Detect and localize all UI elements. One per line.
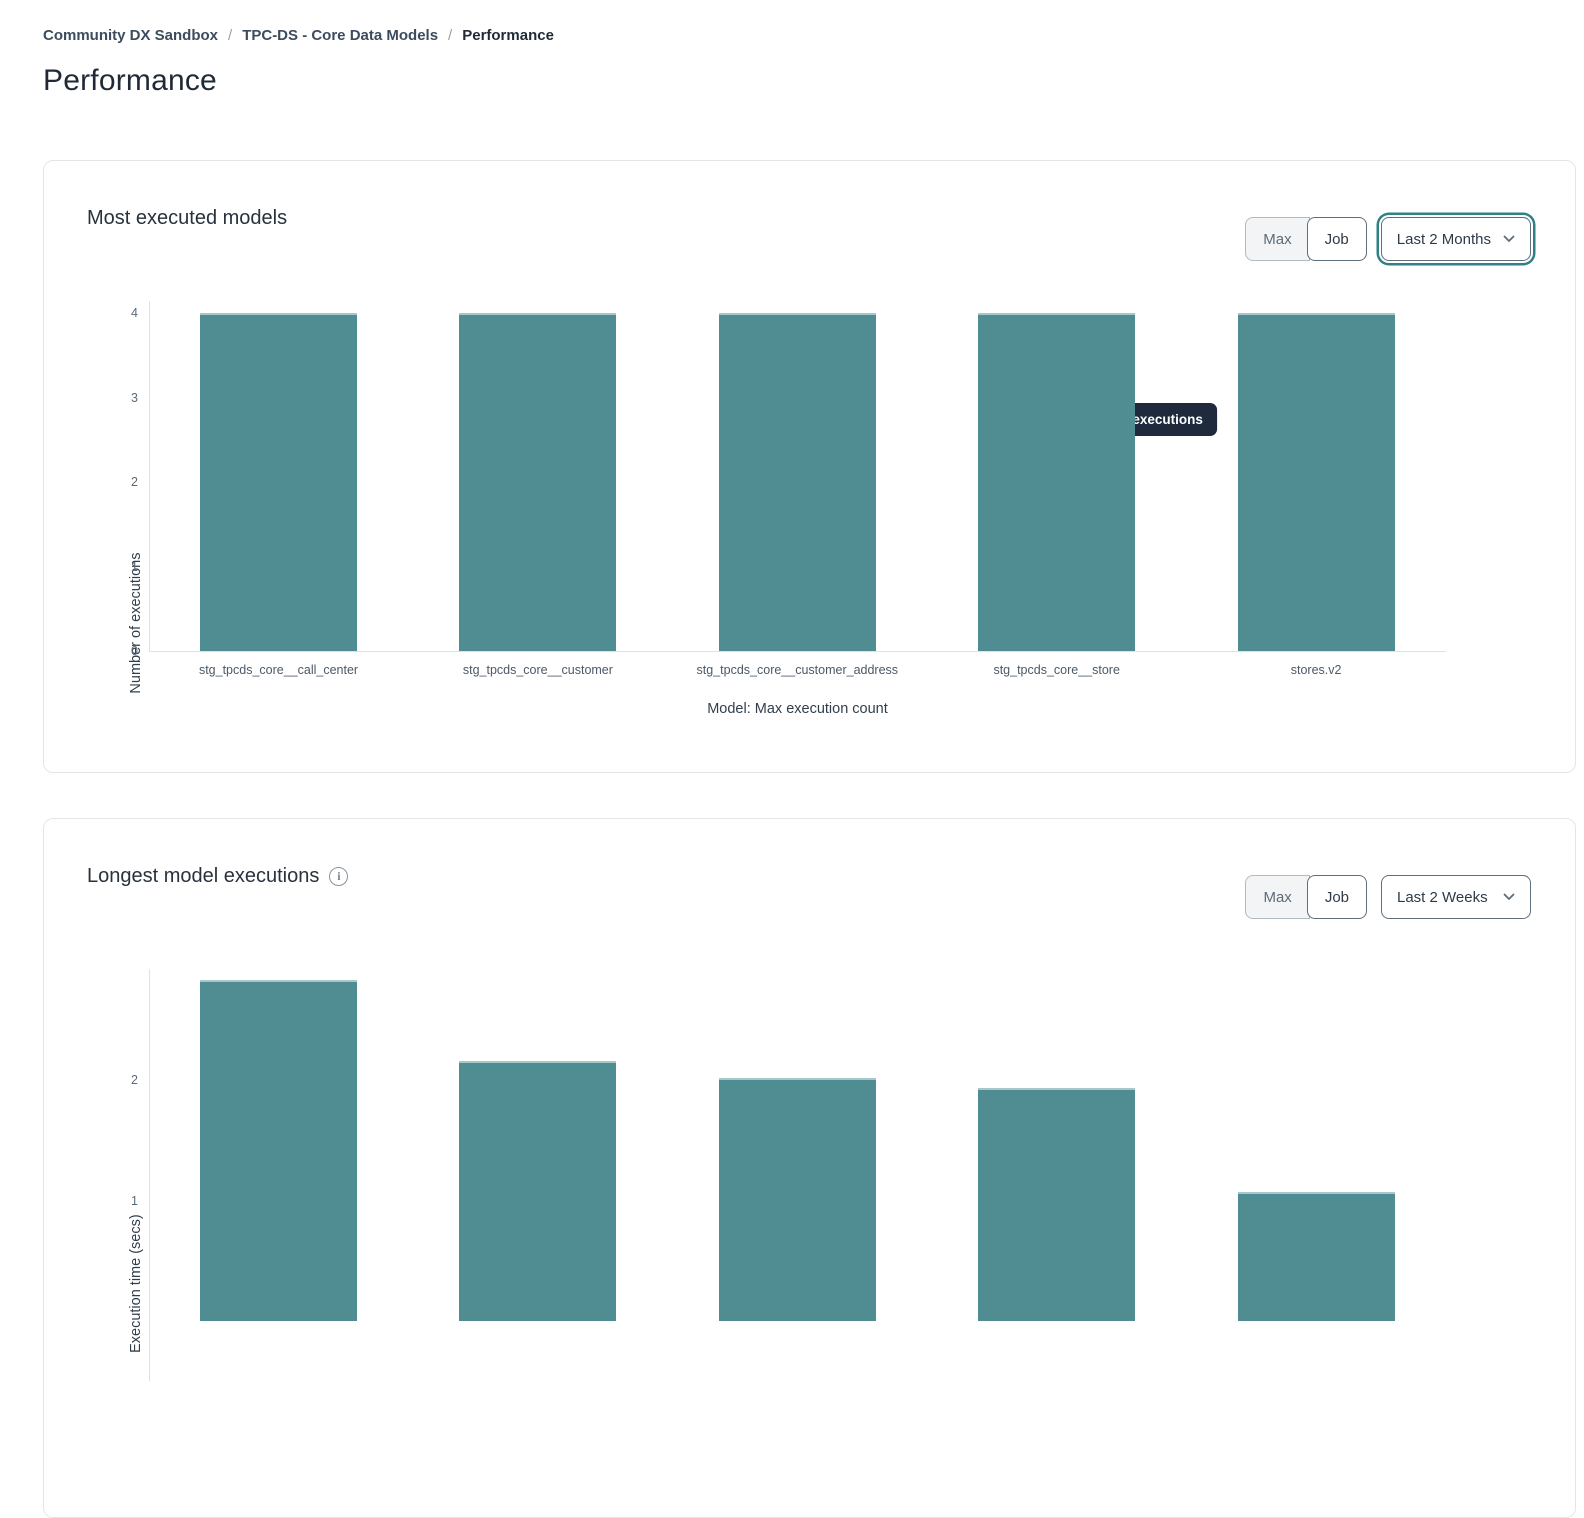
x-axis-tick: stg_tpcds_core__call_center xyxy=(198,663,359,677)
max-job-toggle: Max Job xyxy=(1245,875,1367,919)
most-executed-models-card: Most executed models Max Job Last 2 Mont… xyxy=(43,160,1576,773)
time-range-dropdown[interactable]: Last 2 Weeks xyxy=(1381,875,1531,919)
bar[interactable] xyxy=(200,980,357,1321)
toggle-job-button[interactable]: Job xyxy=(1306,875,1367,919)
y-axis-tick: 2 xyxy=(131,1073,138,1087)
x-axis-tick: stg_tpcds_core__customer xyxy=(462,663,613,677)
time-range-dropdown[interactable]: Last 2 Months xyxy=(1380,217,1531,261)
breadcrumb-separator: / xyxy=(448,27,453,44)
toggle-max-button[interactable]: Max xyxy=(1245,875,1310,919)
breadcrumb: Community DX Sandbox / TPC-DS - Core Dat… xyxy=(43,27,554,44)
bar[interactable] xyxy=(978,1088,1136,1321)
chevron-down-icon xyxy=(1503,235,1515,242)
page-title: Performance xyxy=(43,64,217,97)
x-axis-tick: stg_tpcds_core__customer_address xyxy=(696,663,899,677)
x-axis-tick: stores.v2 xyxy=(1290,663,1342,677)
y-axis-tick: 4 xyxy=(131,306,138,320)
x-axis-title: Model: Max execution count xyxy=(707,701,888,717)
breadcrumb-item-models[interactable]: TPC-DS - Core Data Models xyxy=(242,27,439,44)
bar[interactable] xyxy=(718,313,876,651)
longest-model-executions-card: Longest model executions i Max Job Last … xyxy=(43,818,1576,1518)
toggle-job-button[interactable]: Job xyxy=(1306,217,1367,261)
bar[interactable] xyxy=(978,313,1136,651)
bar[interactable] xyxy=(718,1078,876,1321)
y-axis-tick: 2 xyxy=(131,475,138,489)
y-axis-title: Execution time (secs) xyxy=(128,1214,144,1353)
y-axis-tick: 0 xyxy=(131,644,138,658)
max-job-toggle: Max Job xyxy=(1245,217,1367,261)
most-executed-models-plot: 4 executions Model: Max execution count … xyxy=(131,301,1446,717)
y-axis-title: Number of executions xyxy=(128,552,144,694)
chart-title-text: Longest model executions xyxy=(87,865,320,887)
bar[interactable] xyxy=(1237,1192,1395,1321)
bar[interactable] xyxy=(459,1061,617,1321)
breadcrumb-item-performance: Performance xyxy=(462,27,554,44)
x-axis-tick: stg_tpcds_core__store xyxy=(993,663,1120,677)
chart-title: Most executed models xyxy=(87,207,287,230)
chart-controls: Max Job Last 2 Months xyxy=(1245,217,1531,261)
bar[interactable] xyxy=(200,313,357,651)
chart-controls: Max Job Last 2 Weeks xyxy=(1245,875,1531,919)
bar[interactable] xyxy=(1237,313,1395,651)
chevron-down-icon xyxy=(1503,893,1515,900)
y-axis-tick: 3 xyxy=(131,390,138,405)
toggle-max-button[interactable]: Max xyxy=(1245,217,1310,261)
y-axis-tick: 1 xyxy=(131,1193,138,1208)
bar[interactable] xyxy=(459,313,617,651)
info-icon[interactable]: i xyxy=(329,867,349,886)
time-range-value: Last 2 Weeks xyxy=(1397,888,1488,906)
chart-title: Longest model executions i xyxy=(87,865,349,888)
y-axis-tick: 1 xyxy=(131,559,138,574)
chart-title-text: Most executed models xyxy=(87,207,288,229)
breadcrumb-item-project[interactable]: Community DX Sandbox xyxy=(43,27,219,44)
time-range-value: Last 2 Months xyxy=(1396,230,1491,248)
breadcrumb-separator: / xyxy=(228,27,233,44)
